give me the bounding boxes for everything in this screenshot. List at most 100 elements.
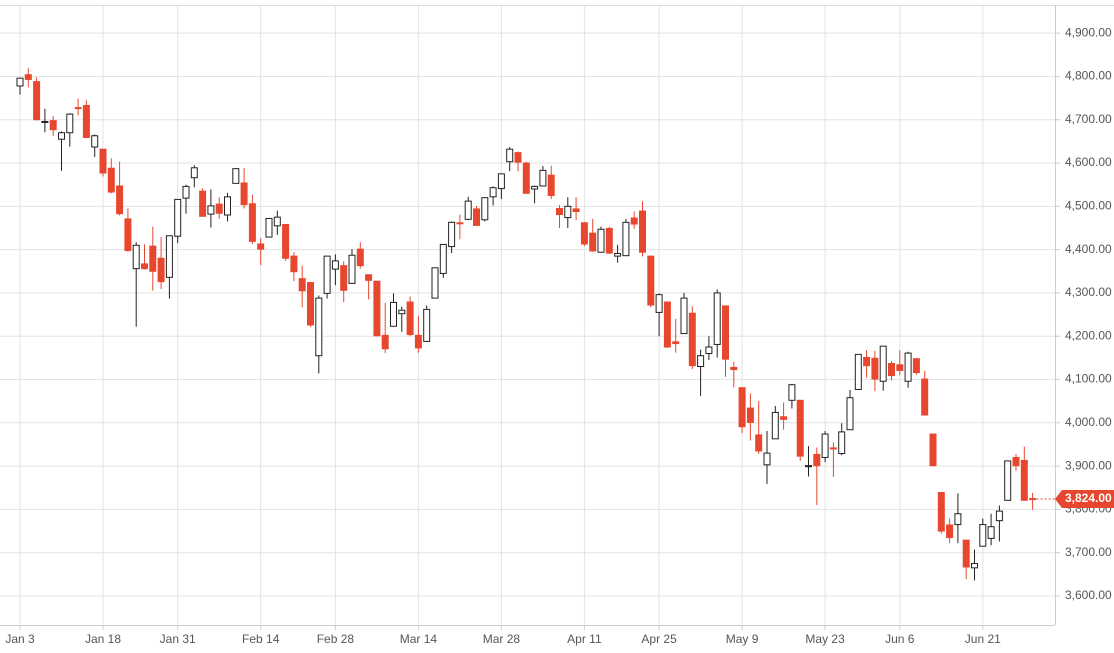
candle-body (539, 169, 547, 187)
candle-body (481, 197, 489, 221)
candle-body (456, 222, 464, 225)
candle-body (805, 465, 812, 468)
candle-body (605, 227, 613, 254)
candle-body (298, 278, 306, 292)
candle-body (746, 407, 754, 423)
candle-body (771, 411, 779, 440)
candle-body (904, 352, 912, 382)
candle-body (705, 346, 713, 355)
candle-body (224, 196, 231, 216)
candle-body (356, 248, 364, 267)
candle-body (473, 208, 480, 226)
candle-body (871, 357, 879, 380)
last-price-label: 3,824.00 (1065, 491, 1112, 505)
candle-body (971, 563, 978, 569)
candle-body (16, 77, 24, 87)
candle-body (307, 282, 314, 326)
candle-body (448, 221, 456, 248)
candle-body (33, 81, 41, 121)
candle-body (439, 243, 447, 274)
candle-body (987, 526, 995, 539)
candle-body (348, 254, 356, 284)
candle-body (240, 182, 248, 206)
candle-body (257, 243, 265, 250)
candle-body (323, 255, 331, 294)
candle-body (182, 185, 190, 199)
candle-body (896, 364, 904, 371)
y-tick-label: 3,900.00 (1065, 458, 1112, 472)
candle-body (755, 434, 763, 452)
y-tick-label: 4,000.00 (1065, 415, 1112, 429)
x-tick-label: Jun 6 (885, 632, 915, 646)
candle-body (174, 198, 182, 237)
candle-body (655, 294, 663, 313)
candle-body (738, 387, 746, 428)
x-tick-label: Feb 14 (242, 632, 280, 646)
candle-body (564, 205, 572, 219)
candle-body (929, 433, 937, 467)
candle-body (165, 235, 173, 278)
x-tick-label: Jan 3 (5, 632, 35, 646)
candle-body (813, 453, 821, 467)
y-tick-label: 4,400.00 (1065, 242, 1112, 256)
candle-body (315, 297, 323, 357)
candle-body (921, 378, 929, 416)
candle-body (489, 187, 497, 198)
candle-body (838, 431, 846, 455)
candle-body (497, 173, 505, 190)
candle-body (373, 280, 381, 337)
candle-body (531, 185, 539, 190)
candle-body (74, 107, 82, 110)
last-price-tag (1055, 490, 1114, 509)
candle-body (763, 452, 771, 466)
y-tick-label: 4,700.00 (1065, 112, 1112, 126)
y-tick-label: 4,900.00 (1065, 25, 1112, 39)
candle-body (846, 397, 854, 431)
candle-body (522, 162, 530, 194)
plot: Jan 3 Jan 18 Jan 31 Feb 14 Feb 28 Mar 14 Mar 2… (0, 5, 1055, 646)
candle-body (149, 245, 157, 272)
candle-body (82, 104, 90, 138)
candle-body (672, 341, 680, 345)
candle-body (1029, 498, 1037, 501)
candle-body (414, 334, 422, 349)
candle-body (99, 148, 107, 174)
candle-body (390, 301, 397, 327)
candle-body (398, 309, 406, 315)
candle-body (1012, 456, 1020, 467)
candle-body (141, 263, 148, 270)
candle-body (888, 362, 895, 377)
candle-body (132, 244, 140, 270)
y-tick-label: 4,500.00 (1065, 198, 1112, 212)
candle-body (572, 208, 580, 213)
candle-body (116, 185, 124, 215)
candle-body (199, 190, 207, 217)
candle-body (879, 345, 887, 382)
candle-body (680, 297, 688, 335)
x-tick-label: Apr 11 (567, 632, 602, 646)
candle-body (282, 224, 290, 259)
candle-body (630, 217, 638, 225)
candle-body (66, 113, 74, 134)
x-tick-label: Feb 28 (317, 632, 355, 646)
candle-body (979, 524, 987, 547)
candle-body (290, 255, 298, 273)
x-tick-label: Apr 25 (641, 632, 677, 646)
candle-body (273, 216, 281, 227)
candle-body (580, 222, 588, 245)
candle-body (91, 135, 99, 148)
candle-body (107, 167, 115, 193)
y-tick-label: 4,200.00 (1065, 328, 1112, 342)
candle-body (639, 210, 646, 253)
candle-body (614, 253, 622, 257)
candle-body (365, 274, 373, 281)
x-tick-label: Jan 31 (160, 632, 196, 646)
y-tick-label: 3,600.00 (1065, 588, 1112, 602)
candle-body (1004, 460, 1012, 501)
candle-body (248, 203, 256, 242)
candle-body (431, 267, 439, 299)
candle-body (722, 305, 729, 360)
candle-body (58, 132, 65, 140)
candle-body (780, 416, 788, 420)
y-tick-label: 4,800.00 (1065, 69, 1112, 83)
